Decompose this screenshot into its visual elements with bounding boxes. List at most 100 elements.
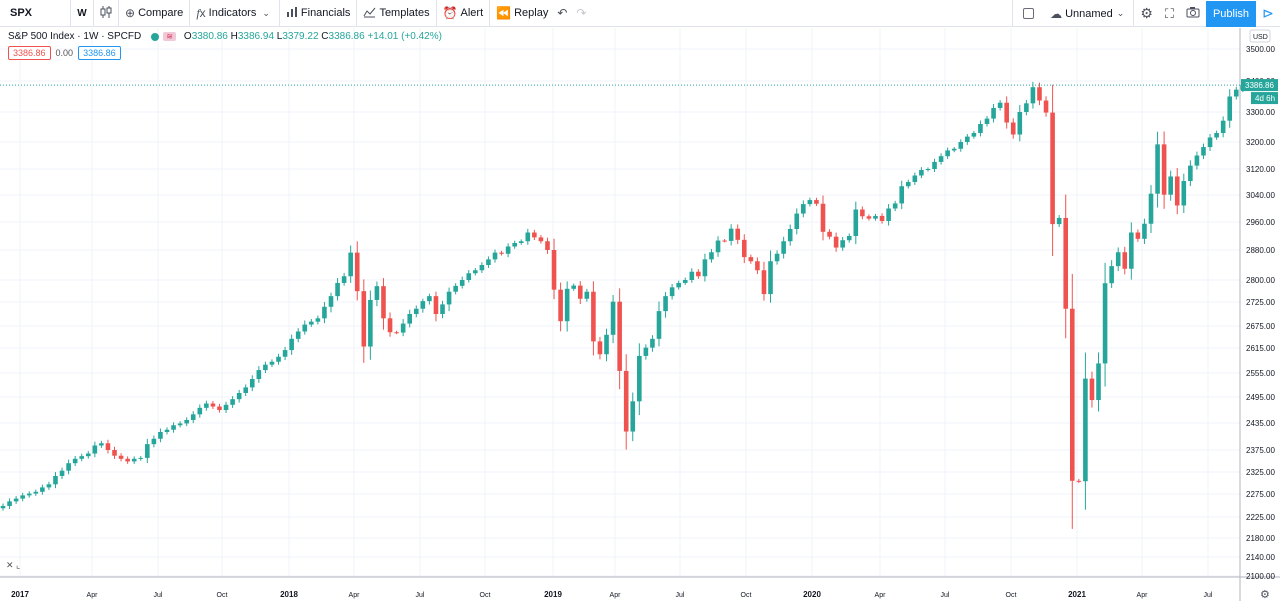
candle-body: [577, 285, 583, 299]
candle-body: [230, 399, 235, 405]
redo-button[interactable]: ↷: [573, 0, 592, 27]
candle-body: [328, 296, 334, 307]
candle-body: [571, 285, 577, 289]
select-checkbox[interactable]: [1013, 0, 1044, 27]
camera-icon: [1186, 6, 1200, 21]
replay-button[interactable]: ⏪ Replay: [490, 0, 554, 27]
candle-body: [971, 133, 977, 137]
price-tick-label: 2375.00: [1246, 446, 1275, 455]
right-toolbar: ☁ Unnamed ⌄ ⚙ ⛶ Publish ⊳: [1012, 0, 1280, 27]
divider: [189, 0, 191, 27]
candle-body: [26, 493, 32, 496]
candle-body: [814, 200, 819, 204]
settings-button[interactable]: ⚙: [1134, 0, 1159, 27]
cloud-icon: ☁: [1050, 6, 1063, 21]
candle-body: [1201, 147, 1206, 156]
play-button[interactable]: ⊳: [1256, 0, 1280, 27]
plus-circle-icon: ⊕: [125, 6, 136, 20]
candle-body: [1024, 103, 1029, 112]
candle-body: [761, 270, 767, 295]
divider: [435, 0, 437, 27]
indicators-label: Indicators: [208, 7, 257, 19]
candle-body: [1102, 283, 1108, 364]
publish-button[interactable]: Publish: [1206, 0, 1256, 27]
candle-body: [59, 470, 65, 476]
last-price-tag: [1241, 79, 1278, 92]
alert-button[interactable]: ⏰ Alert: [437, 0, 490, 27]
price-tick-label: 2555.00: [1246, 369, 1275, 378]
compare-button[interactable]: ⊕ Compare: [119, 0, 189, 27]
candle-body: [302, 324, 308, 332]
candle-body: [860, 209, 865, 217]
time-tick-label: Apr: [1137, 592, 1149, 599]
candle-body: [873, 215, 878, 219]
sell-price-box[interactable]: 3386.86: [8, 46, 51, 60]
time-tick-label: Apr: [610, 592, 622, 599]
candle-body: [381, 286, 386, 319]
buy-price-box[interactable]: 3386.86: [78, 46, 121, 60]
candle-body: [1188, 165, 1193, 182]
candle-body: [886, 208, 891, 221]
last-price-label: 3386.86: [1245, 81, 1274, 90]
candle-body: [249, 379, 255, 388]
chart-style-button[interactable]: [94, 0, 118, 27]
candle-body: [912, 175, 918, 182]
candle-body: [945, 150, 950, 157]
candle-body: [46, 484, 52, 488]
candle-body: [33, 491, 39, 494]
candle-body: [938, 156, 944, 162]
candle-body: [335, 282, 340, 297]
countdown-label: 4d 6h: [1255, 94, 1275, 103]
candle-body: [20, 495, 25, 499]
alarm-clock-icon: ⏰: [442, 6, 458, 20]
snapshot-button[interactable]: [1180, 0, 1206, 27]
chart-area[interactable]: 3500.003400.003300.003200.003120.003040.…: [0, 28, 1280, 601]
open-label: O: [183, 31, 192, 42]
close-value: 3386.86: [328, 31, 365, 42]
candle-body: [512, 243, 517, 247]
fullscreen-button[interactable]: ⛶: [1159, 0, 1180, 27]
candle-body: [387, 318, 393, 333]
candle-body: [459, 280, 465, 286]
publish-label: Publish: [1212, 7, 1250, 20]
candle-body: [735, 228, 741, 240]
candle-body: [177, 423, 183, 426]
candle-body: [164, 429, 170, 432]
price-tick-label: 3120.00: [1246, 165, 1275, 174]
function-icon: fx: [196, 5, 206, 20]
divider: [1133, 0, 1135, 27]
candle-body: [315, 318, 321, 322]
candle-body: [1168, 176, 1173, 195]
close-label: C: [321, 31, 329, 42]
candle-body: [1194, 155, 1200, 166]
candle-body: [978, 124, 983, 133]
candle-body: [591, 291, 596, 342]
price-tick-label: 2960.00: [1246, 218, 1275, 227]
candle-body: [984, 118, 990, 124]
price-chart[interactable]: 3500.003400.003300.003200.003120.003040.…: [0, 28, 1280, 601]
time-tick-label: Apr: [875, 592, 887, 599]
candle-body: [1227, 96, 1233, 121]
layout-menu[interactable]: ☁ Unnamed ⌄: [1044, 0, 1133, 27]
candle-body: [131, 458, 137, 462]
financials-button[interactable]: Financials: [280, 0, 357, 27]
collapse-button[interactable]: ✕ ⌞: [6, 560, 21, 570]
candle-body: [1109, 266, 1114, 284]
candle-body: [925, 169, 931, 170]
candle-body: [866, 216, 872, 219]
symbol-search[interactable]: SPX: [0, 0, 70, 27]
indicators-button[interactable]: fx Indicators ⌄: [190, 0, 279, 27]
candle-body: [118, 455, 124, 459]
undo-button[interactable]: ↶: [554, 0, 573, 27]
candle-body: [1030, 87, 1036, 104]
resolution-button[interactable]: W: [71, 0, 93, 27]
compare-label: Compare: [138, 7, 184, 19]
candle-body: [1083, 378, 1088, 482]
divider: [356, 0, 358, 27]
templates-button[interactable]: Templates: [357, 0, 435, 27]
candle-body: [1037, 87, 1042, 101]
candle-body: [446, 291, 452, 305]
price-tick-label: 3300.00: [1246, 108, 1275, 117]
visibility-icon[interactable]: ≋: [163, 32, 176, 41]
time-tick-label: 2021: [1068, 590, 1086, 599]
